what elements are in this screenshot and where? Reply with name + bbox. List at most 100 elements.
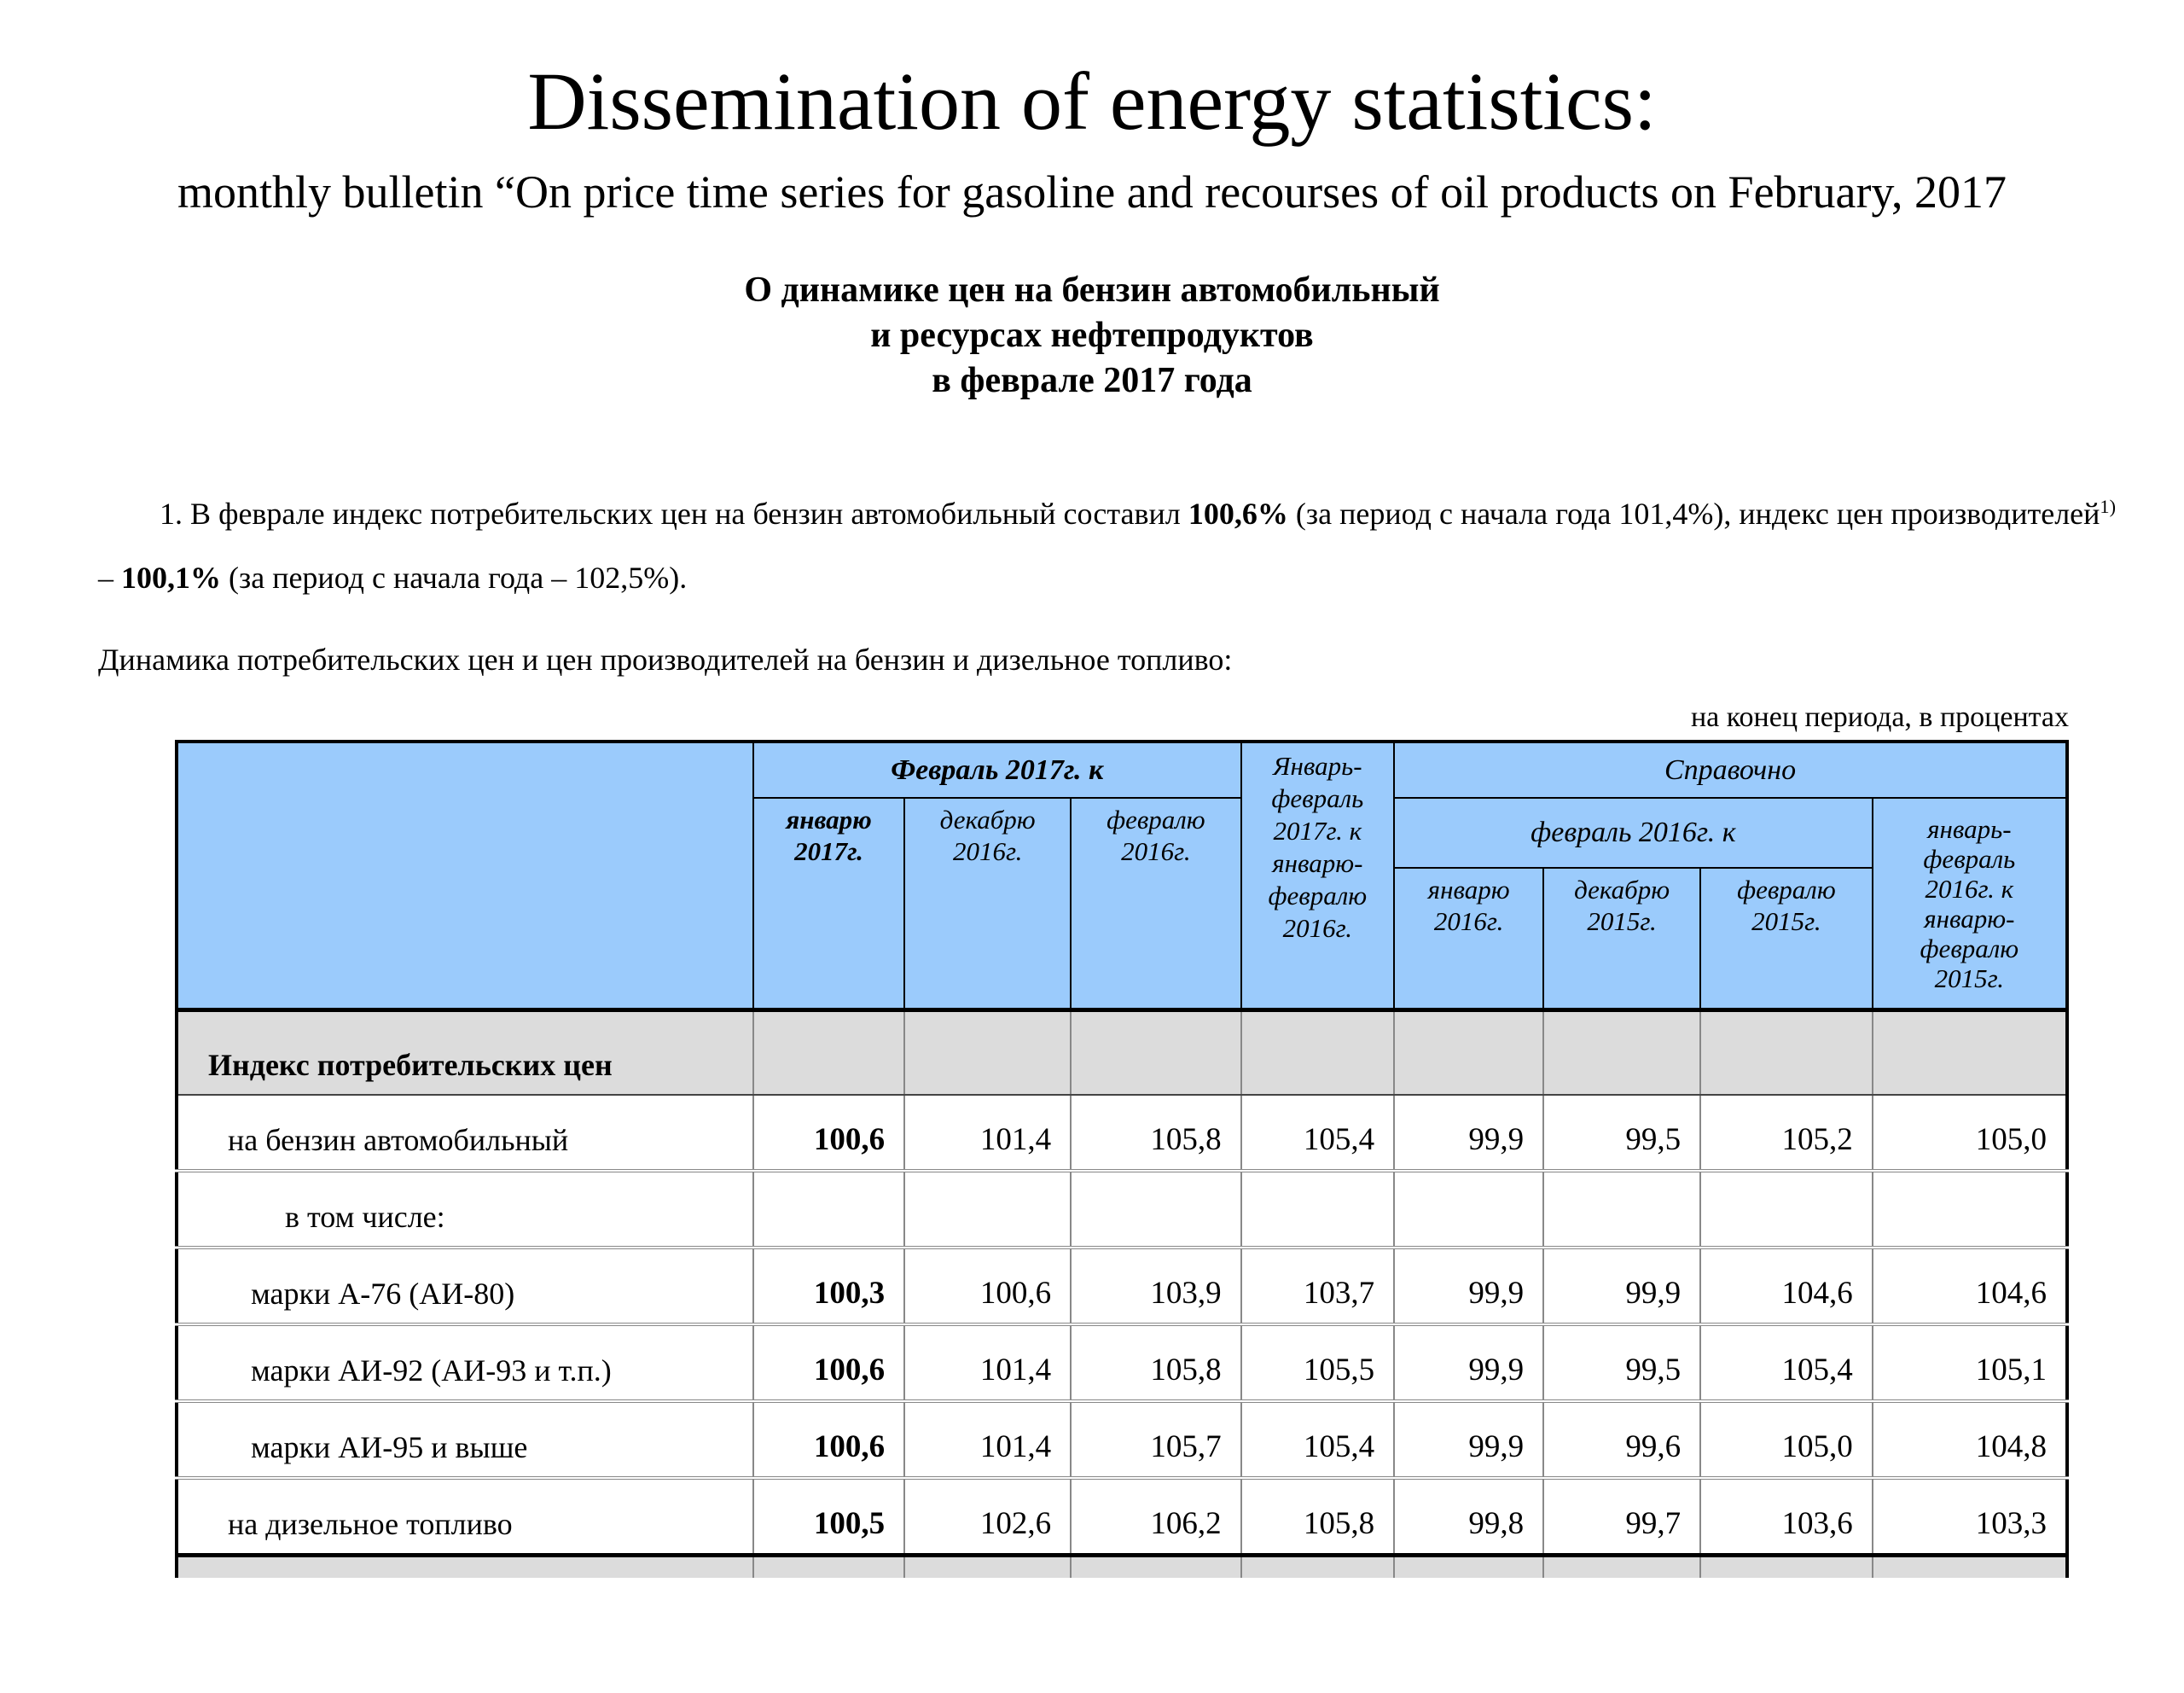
cell-value xyxy=(1070,1009,1242,1096)
cell-value: 100,6 xyxy=(752,1399,906,1478)
footnote-mark: 1) xyxy=(2100,496,2116,518)
cell-value: 105,4 xyxy=(1240,1094,1396,1171)
intro-paragraph: 1. В феврале индекс потребительских цен … xyxy=(98,482,2116,610)
table-row: марки АИ-92 (АИ-93 и т.п.) 100,6 101,4 105,… xyxy=(176,1322,2069,1401)
cell-value: 99,9 xyxy=(1542,1245,1702,1324)
cell-value xyxy=(1393,1552,1545,1578)
cell-value: 103,9 xyxy=(1070,1245,1242,1324)
cell-value: 99,6 xyxy=(1542,1399,1702,1478)
cell-value xyxy=(1871,1552,2069,1578)
cell-value: 100,5 xyxy=(752,1475,906,1556)
ru-heading-line2: и ресурсах нефтепродуктов xyxy=(870,316,1314,356)
document-page: { "doc": { "title": "Dissemination of en… xyxy=(0,55,2184,1693)
header-jan2016: январю 2016г. xyxy=(1393,867,1545,1011)
cell-value xyxy=(1240,1009,1396,1096)
cell-value: 99,9 xyxy=(1393,1322,1545,1401)
cell-value xyxy=(903,1552,1072,1578)
row-label: марки А-76 (АИ-80) xyxy=(176,1245,754,1324)
cell-value xyxy=(1699,1009,1873,1096)
paragraph-mid: (за период с начала года 101,4%), индекс… xyxy=(1287,497,2100,532)
cell-value: 105,8 xyxy=(1070,1094,1242,1171)
row-label: марки АИ-95 и выше xyxy=(176,1399,754,1478)
cell-value: 99,9 xyxy=(1393,1399,1545,1478)
paragraph-dash: – xyxy=(98,561,121,596)
cell-value: 105,0 xyxy=(1699,1399,1873,1478)
cell-value: 105,8 xyxy=(1070,1322,1242,1401)
header-reference-group: Справочно xyxy=(1393,741,2068,800)
cell-value xyxy=(1240,1168,1396,1248)
table-header: Февраль 2017г. к Январь- февраль 2017г. … xyxy=(176,741,2069,1011)
row-label: на дизельное топливо xyxy=(176,1475,754,1556)
cell-value xyxy=(1542,1168,1702,1248)
cell-value xyxy=(903,1168,1072,1248)
cell-value xyxy=(1070,1552,1242,1578)
cell-value: 105,4 xyxy=(1699,1322,1873,1401)
table-body: Индекс потребительских цен на бензин авто… xyxy=(176,1009,2069,1578)
cell-value: 103,7 xyxy=(1240,1245,1396,1324)
table-row xyxy=(176,1552,2069,1578)
header-feb2016-group: февраль 2016г. к xyxy=(1393,797,1873,870)
cell-value xyxy=(1393,1009,1545,1096)
table-row: Индекс потребительских цен xyxy=(176,1009,2069,1096)
row-label xyxy=(176,1552,754,1578)
cell-value: 100,6 xyxy=(903,1245,1072,1324)
cell-value: 99,7 xyxy=(1542,1475,1702,1556)
cell-value xyxy=(1542,1552,1702,1578)
cell-value xyxy=(752,1552,906,1578)
table-lead-in: Динамика потребительских цен и цен произ… xyxy=(98,643,1233,678)
header-dec2016: декабрю 2016г. xyxy=(903,797,1072,1011)
table-row: в том числе: xyxy=(176,1168,2069,1248)
cell-value: 105,7 xyxy=(1070,1399,1242,1478)
table-row: на дизельное топливо 100,5 102,6 106,2 105,8… xyxy=(176,1475,2069,1556)
row-label: на бензин автомобильный xyxy=(176,1094,754,1171)
cell-value: 103,3 xyxy=(1871,1475,2069,1556)
cell-value xyxy=(752,1168,906,1248)
cell-value xyxy=(1542,1009,1702,1096)
cell-value xyxy=(903,1009,1072,1096)
cell-value xyxy=(1699,1168,1873,1248)
ru-heading-line3: в феврале 2017 года xyxy=(932,361,1252,401)
cell-value: 106,2 xyxy=(1070,1475,1242,1556)
cell-value: 100,6 xyxy=(752,1322,906,1401)
stub-header-cell xyxy=(176,741,754,1011)
table-row: марки А-76 (АИ-80) 100,3 100,6 103,9 103,7 99… xyxy=(176,1245,2069,1324)
cell-value: 105,4 xyxy=(1240,1399,1396,1478)
cell-value: 105,0 xyxy=(1871,1094,2069,1171)
cell-value: 99,5 xyxy=(1542,1322,1702,1401)
ru-heading: О динамике цен на бензин автомобильный и… xyxy=(0,268,2184,404)
cell-value xyxy=(1393,1168,1545,1248)
cell-value: 101,4 xyxy=(903,1322,1072,1401)
header-janfeb2016: январь- февраль 2016г. к январю- февралю… xyxy=(1871,797,2069,1011)
cell-value: 103,6 xyxy=(1699,1475,1873,1556)
paragraph-lead: 1. В феврале индекс потребительских цен … xyxy=(160,497,1188,532)
paragraph-tail: (за период с начала года – 102,5%). xyxy=(221,561,688,596)
cell-value: 105,5 xyxy=(1240,1322,1396,1401)
cell-value: 101,4 xyxy=(903,1094,1072,1171)
ru-heading-line1: О динамике цен на бензин автомобильный xyxy=(744,271,1440,311)
cell-value: 104,8 xyxy=(1871,1399,2069,1478)
ppi-value: 100,1% xyxy=(121,561,221,596)
header-feb2017-group: Февраль 2017г. к xyxy=(752,741,1242,800)
cell-value: 99,8 xyxy=(1393,1475,1545,1556)
price-index-table: Февраль 2017г. к Январь- февраль 2017г. … xyxy=(175,740,2069,1578)
cell-value: 105,2 xyxy=(1699,1094,1873,1171)
header-janfeb2017: Январь- февраль 2017г. к январю- февралю… xyxy=(1240,741,1396,1011)
page-title: Dissemination of energy statistics: xyxy=(527,55,1657,147)
row-label: Индекс потребительских цен xyxy=(176,1009,754,1096)
cell-value xyxy=(1871,1009,2069,1096)
cell-value xyxy=(1070,1168,1242,1248)
header-feb2015: февралю 2015г. xyxy=(1699,867,1873,1011)
cell-value: 99,9 xyxy=(1393,1245,1545,1324)
row-label: марки АИ-92 (АИ-93 и т.п.) xyxy=(176,1322,754,1401)
table-row: марки АИ-95 и выше 100,6 101,4 105,7 105,4 99… xyxy=(176,1399,2069,1478)
header-feb2016: февралю 2016г. xyxy=(1070,797,1242,1011)
cell-value: 99,9 xyxy=(1393,1094,1545,1171)
header-jan2017: январю 2017г. xyxy=(752,797,906,1011)
cell-value: 99,5 xyxy=(1542,1094,1702,1171)
cell-value xyxy=(752,1009,906,1096)
row-label: в том числе: xyxy=(176,1168,754,1248)
cell-value: 105,1 xyxy=(1871,1322,2069,1401)
cell-value xyxy=(1699,1552,1873,1578)
cell-value: 100,3 xyxy=(752,1245,906,1324)
page-subtitle: monthly bulletin “On price time series f… xyxy=(177,166,2007,218)
